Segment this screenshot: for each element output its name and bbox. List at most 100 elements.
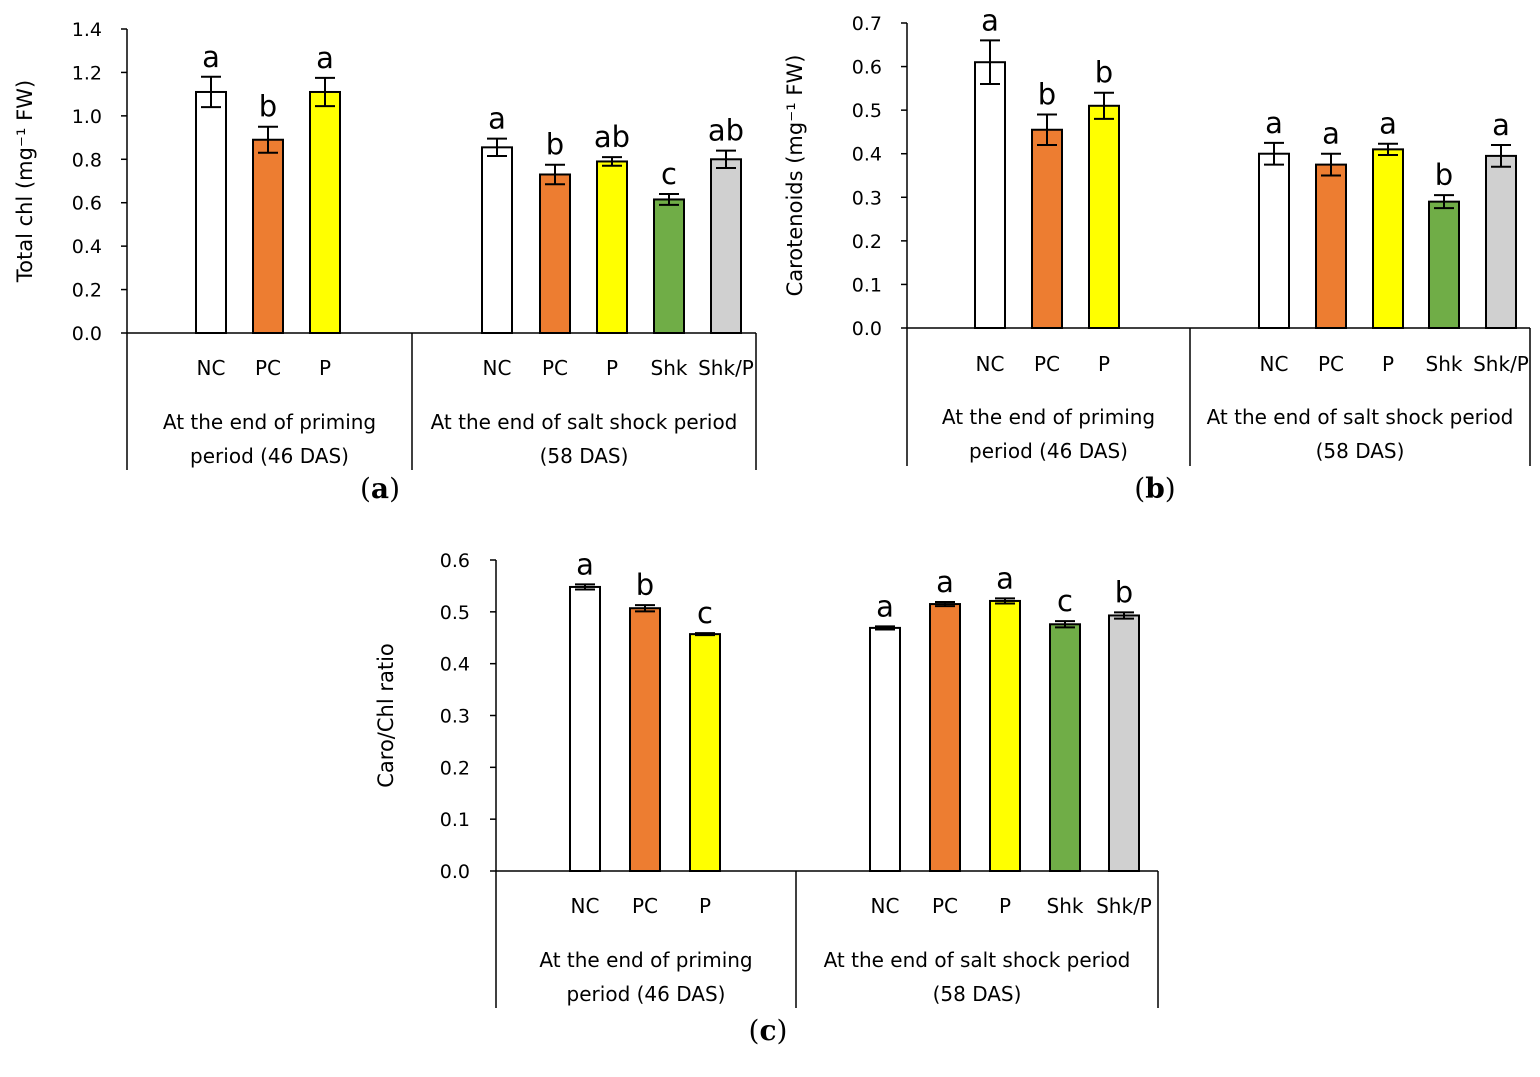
- bar: [1049, 623, 1081, 872]
- y-tick-label: 0.4: [852, 144, 882, 166]
- panel-label-paren-close: ): [777, 1014, 788, 1047]
- bar: [1485, 154, 1517, 329]
- bar: [710, 158, 742, 334]
- significance-letter: a: [488, 102, 506, 136]
- panel-label-letter: b: [1145, 472, 1165, 505]
- y-tick-label: 0.2: [72, 280, 102, 302]
- x-tick-label: PC: [542, 356, 568, 380]
- bar: [1428, 200, 1460, 329]
- group-label: At the end of priming: [163, 410, 376, 434]
- x-tick-label: Shk: [651, 356, 688, 380]
- significance-letter: a: [996, 561, 1014, 595]
- y-axis-title: Carotenoids (mg⁻¹ FW): [783, 55, 807, 297]
- group-label: At the end of priming: [539, 948, 752, 972]
- significance-letter: c: [697, 596, 713, 630]
- chart-panel-a: 0.0 0.2 0.4 0.6 0.8 1.0 1.2 1.4 Total chl (mg⁻¹ …: [13, 19, 757, 505]
- panel-label-paren-open: (: [749, 1014, 760, 1047]
- x-tick-label: NC: [1260, 352, 1289, 376]
- bar: [869, 626, 901, 872]
- bar: [653, 198, 685, 334]
- y-tick-label: 0.7: [852, 13, 882, 35]
- y-tick-label: 0.1: [440, 809, 470, 831]
- y-axis-title: Total chl (mg⁻¹ FW): [13, 80, 37, 283]
- bar: [569, 585, 601, 872]
- significance-letter: b: [259, 90, 277, 124]
- group-label: At the end of salt shock period: [824, 948, 1131, 972]
- panel-label-paren-close: ): [1165, 472, 1176, 505]
- y-tick-label: 1.0: [72, 106, 102, 128]
- y-tick-label: 0.6: [440, 550, 470, 572]
- bar: [989, 599, 1021, 872]
- significance-letter: a: [202, 40, 220, 74]
- y-tick-label: 0.4: [440, 654, 470, 676]
- bar: [252, 138, 284, 334]
- bar: [629, 607, 661, 873]
- significance-letter: b: [1095, 56, 1113, 90]
- significance-letter: b: [1115, 575, 1133, 609]
- group-label: (58 DAS): [933, 982, 1022, 1006]
- y-tick-label: 0.5: [852, 100, 882, 122]
- x-tick-label: P: [606, 356, 618, 380]
- bar: [309, 90, 341, 334]
- x-tick-label: NC: [197, 356, 226, 380]
- x-tick-label: NC: [483, 356, 512, 380]
- panel-label-paren-close: ): [389, 472, 400, 505]
- bar: [481, 146, 513, 334]
- x-tick-label: P: [1098, 352, 1110, 376]
- significance-letter: ab: [708, 114, 744, 148]
- significance-letter: a: [316, 41, 334, 75]
- x-tick-label: Shk/P: [1473, 352, 1529, 376]
- significance-letter: b: [1038, 78, 1056, 112]
- chart-panel-b: 0.0 0.1 0.2 0.3 0.4 0.5 0.6 0.7 Carotenoids (mg⁻…: [783, 3, 1531, 505]
- bar: [539, 173, 571, 334]
- y-tick-label: 1.4: [72, 19, 102, 41]
- x-tick-label: PC: [1034, 352, 1060, 376]
- x-tick-label: P: [999, 894, 1011, 918]
- bar: [596, 160, 628, 334]
- y-tick-label: 0.5: [440, 602, 470, 624]
- panel-label: (c): [749, 1014, 788, 1047]
- significance-letter: a: [981, 3, 999, 37]
- x-tick-label: PC: [255, 356, 281, 380]
- panel-label: (a): [360, 472, 400, 505]
- x-tick-label: PC: [932, 894, 958, 918]
- chart-panel-c: 0.0 0.1 0.2 0.3 0.4 0.5 0.6 Caro/Chl ratio At th…: [374, 547, 1159, 1047]
- bar: [1258, 152, 1290, 329]
- significance-letter: b: [546, 128, 564, 162]
- group-label: period (46 DAS): [567, 982, 726, 1006]
- group-label: (58 DAS): [1316, 439, 1405, 463]
- bar: [974, 61, 1006, 329]
- group-label: At the end of priming: [942, 405, 1155, 429]
- group-label: (58 DAS): [540, 444, 629, 468]
- x-tick-label: NC: [976, 352, 1005, 376]
- bar: [1372, 148, 1404, 329]
- significance-letter: ab: [594, 120, 630, 154]
- significance-letter: a: [1379, 107, 1397, 141]
- x-tick-label: P: [319, 356, 331, 380]
- y-tick-label: 0.6: [852, 57, 882, 79]
- bar: [929, 603, 961, 873]
- y-tick-label: 0.4: [72, 236, 102, 258]
- y-tick-label: 0.1: [852, 274, 882, 296]
- panel-label-paren-open: (: [1134, 472, 1145, 505]
- panel-label-letter: c: [759, 1014, 776, 1047]
- significance-letter: c: [1057, 584, 1073, 618]
- significance-letter: b: [1435, 158, 1453, 192]
- y-tick-label: 0.2: [440, 757, 470, 779]
- group-label: period (46 DAS): [969, 439, 1128, 463]
- y-axis-title: Caro/Chl ratio: [374, 643, 398, 788]
- x-tick-label: Shk: [1047, 894, 1084, 918]
- y-tick-label: 0.0: [440, 861, 470, 883]
- significance-letter: a: [1322, 117, 1340, 151]
- x-tick-label: NC: [571, 894, 600, 918]
- significance-letter: a: [1265, 106, 1283, 140]
- group-label: period (46 DAS): [190, 444, 349, 468]
- significance-letter: c: [661, 157, 677, 191]
- significance-letter: a: [1492, 108, 1510, 142]
- group-label: At the end of salt shock period: [431, 410, 738, 434]
- y-tick-label: 0.6: [72, 193, 102, 215]
- bar: [1108, 614, 1140, 872]
- x-tick-label: Shk: [1426, 352, 1463, 376]
- y-tick-label: 1.2: [72, 62, 102, 84]
